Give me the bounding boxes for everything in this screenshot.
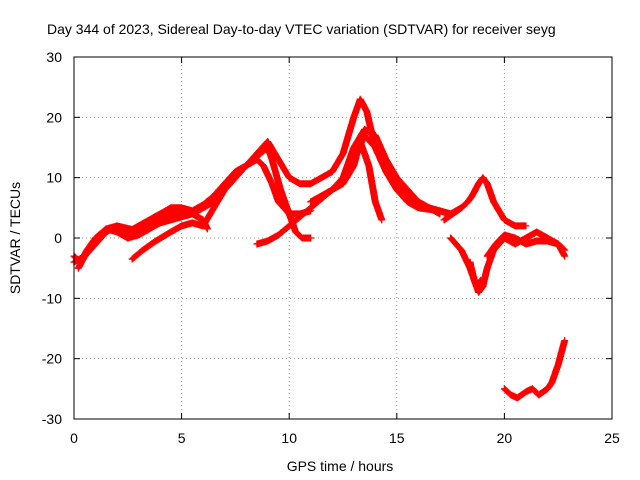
data-series-arc-12 [500,337,569,402]
y-tick-label: -10 [42,290,62,306]
x-tick-label: 10 [281,430,297,446]
data-point-markers [500,337,569,402]
y-tick-label: 10 [46,170,62,186]
x-tick-label: 20 [497,430,513,446]
x-tick-label: 15 [389,430,405,446]
data-point-markers [339,131,455,218]
data-series-arc-11 [483,231,569,260]
data-series-arc-8 [440,174,530,230]
y-tick-label: -30 [42,411,62,427]
data-series-arc-4 [128,144,315,263]
axis-ticks: 0 5 10 15 20 25 -30 -20 -10 0 10 20 30 [42,49,620,446]
data-series-arc-3 [74,210,211,272]
data-point-markers [440,174,530,230]
data-series-arc-7 [339,131,455,218]
chart-title: Day 344 of 2023, Sidereal Day-to-day VTE… [47,21,556,37]
y-tick-label: -20 [42,351,62,367]
y-axis-label: SDTVAR / TECUs [7,182,23,294]
x-tick-label: 25 [604,430,620,446]
y-tick-label: 20 [46,109,62,125]
x-tick-label: 5 [178,430,186,446]
x-tick-label: 0 [70,430,78,446]
x-axis-label: GPS time / hours [287,458,394,474]
data-point-markers [483,231,569,260]
y-tick-label: 30 [46,49,62,65]
data-point-markers [128,144,315,263]
y-tick-label: 0 [54,230,62,246]
data-point-markers [74,210,211,272]
data-series [70,95,569,402]
